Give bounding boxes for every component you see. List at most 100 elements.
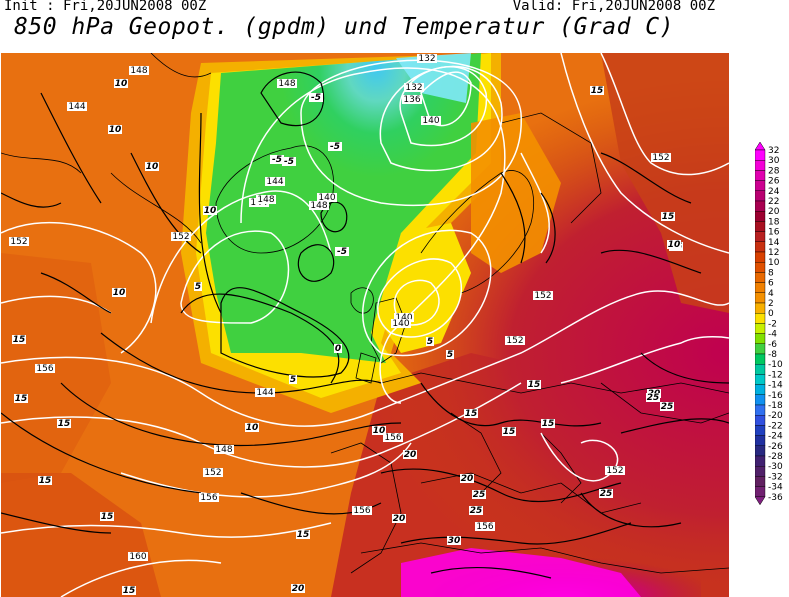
colorbar-label: -26 — [768, 442, 783, 452]
geopotential-label-bg — [35, 364, 55, 373]
temperature-label-bg — [426, 337, 434, 346]
colorbar-label: -18 — [768, 401, 783, 411]
colorbar-label: 0 — [768, 309, 774, 319]
geopotential-label-bg — [214, 445, 234, 454]
temperature-label-bg — [57, 419, 71, 428]
temperature-label-bg — [38, 476, 52, 485]
temperature-label-bg — [122, 586, 136, 595]
geopotential-label: 152 — [652, 153, 669, 163]
geopotential-label: 144 — [256, 388, 273, 398]
temperature-label-bg — [108, 125, 122, 134]
geopotential-label: 152 — [534, 291, 551, 301]
colorbar-swatch — [755, 445, 766, 457]
geopotential-label: 156 — [476, 522, 493, 532]
colorbar-swatch — [755, 435, 766, 447]
temperature-label-bg — [194, 282, 202, 291]
colorbar-swatch — [755, 149, 766, 161]
colorbar-label: 22 — [768, 197, 779, 207]
temperature-label-bg — [309, 93, 323, 102]
colorbar-label: -4 — [768, 330, 777, 340]
temperature-label: -5 — [284, 157, 294, 167]
geopotential-label: 156 — [353, 506, 370, 516]
geopotential-label: 144 — [68, 102, 85, 112]
geopotential-label: 140 — [422, 116, 439, 126]
temperature-label-bg — [12, 335, 26, 344]
temperature-label-bg — [270, 155, 284, 164]
colorbar-swatch — [755, 384, 766, 396]
geopotential-label-bg — [391, 319, 411, 328]
temperature-label-bg — [446, 350, 454, 359]
temperature-label: 15 — [591, 86, 604, 96]
colorbar-swatch — [755, 210, 766, 222]
colorbar-swatch — [755, 486, 766, 498]
temperature-label: 25 — [470, 506, 483, 516]
temperature-label: 15 — [503, 427, 516, 437]
temperature-label-bg — [661, 212, 675, 221]
colorbar-label: 4 — [768, 289, 774, 299]
temperature-label-bg — [100, 512, 114, 521]
temperature-label: 25 — [647, 393, 660, 403]
temperature-label-bg — [590, 86, 604, 95]
temperature-label: 15 — [465, 409, 478, 419]
geopotential-label-bg — [417, 54, 437, 63]
colorbar-swatch — [755, 415, 766, 426]
colorbar-swatch — [755, 180, 766, 191]
colorbar-label: 2 — [768, 299, 774, 309]
temperature-label: -5 — [272, 155, 282, 165]
temperature-label: 15 — [15, 394, 28, 404]
geopotential-label: 148 — [130, 66, 147, 76]
temperature-label: 15 — [297, 530, 310, 540]
temperature-label-bg — [289, 375, 297, 384]
geopotential-label-bg — [421, 116, 441, 125]
geopotential-label-bg — [605, 466, 625, 475]
temperature-label-bg — [296, 530, 310, 539]
geopotential-label-bg — [256, 195, 276, 204]
colorbar-swatch — [755, 363, 766, 375]
chart-title: 850 hPa Geopot. (gpdm) und Temperatur (G… — [14, 14, 674, 40]
temperature-label: 20 — [461, 474, 474, 484]
weather-map: 1321321361401401441441481481481481441521… — [1, 53, 729, 597]
temperature-label-bg — [282, 157, 296, 166]
temperature-label-bg — [599, 489, 613, 498]
colorbar-label: -8 — [768, 350, 777, 360]
geopotential-label: 132 — [405, 83, 422, 93]
colorbar-swatch — [755, 394, 766, 406]
colorbar-label: 24 — [768, 187, 780, 197]
temperature-label: 15 — [123, 586, 136, 596]
colorbar-swatch — [755, 476, 766, 487]
temperature-label: 20 — [404, 450, 417, 460]
temperature-label-bg — [667, 240, 681, 249]
colorbar-arrow-top — [755, 142, 766, 151]
temperature-label: 5 — [427, 337, 433, 347]
colorbar-swatch — [755, 160, 766, 171]
temperature-label-bg — [114, 79, 128, 88]
geopotential-label: 152 — [204, 468, 221, 478]
temperature-label-bg — [464, 409, 478, 418]
temperature-label-bg — [245, 423, 259, 432]
colorbar-swatch — [755, 221, 766, 232]
temperature-label: 15 — [542, 419, 555, 429]
colorbar-label: -32 — [768, 472, 783, 482]
geopotential-label-bg — [129, 66, 149, 75]
geopotential-label: 156 — [36, 364, 53, 374]
colorbar-label: 8 — [768, 268, 774, 278]
temperature-label-bg — [335, 247, 349, 256]
colorbar-label: -30 — [768, 462, 783, 472]
colorbar-swatch — [755, 251, 766, 263]
temperature-label: 10 — [204, 206, 217, 216]
temperature-label: 20 — [292, 584, 305, 594]
geopotential-label: 144 — [266, 177, 283, 187]
temperature-label-bg — [447, 536, 461, 545]
geopotential-label-bg — [255, 388, 275, 397]
geopotential-label-bg — [309, 201, 329, 210]
colorbar-swatch — [755, 343, 766, 355]
colorbar-swatch — [755, 292, 766, 304]
geopotential-label-bg — [352, 506, 372, 515]
temperature-label: -5 — [330, 142, 340, 152]
geopotential-label: 148 — [257, 195, 274, 205]
geopotential-label-bg — [317, 193, 337, 202]
colorbar-swatch — [755, 170, 766, 181]
colorbar-swatch — [755, 374, 766, 385]
geopotential-label-bg — [651, 153, 671, 162]
temperature-label: 10 — [246, 423, 259, 433]
